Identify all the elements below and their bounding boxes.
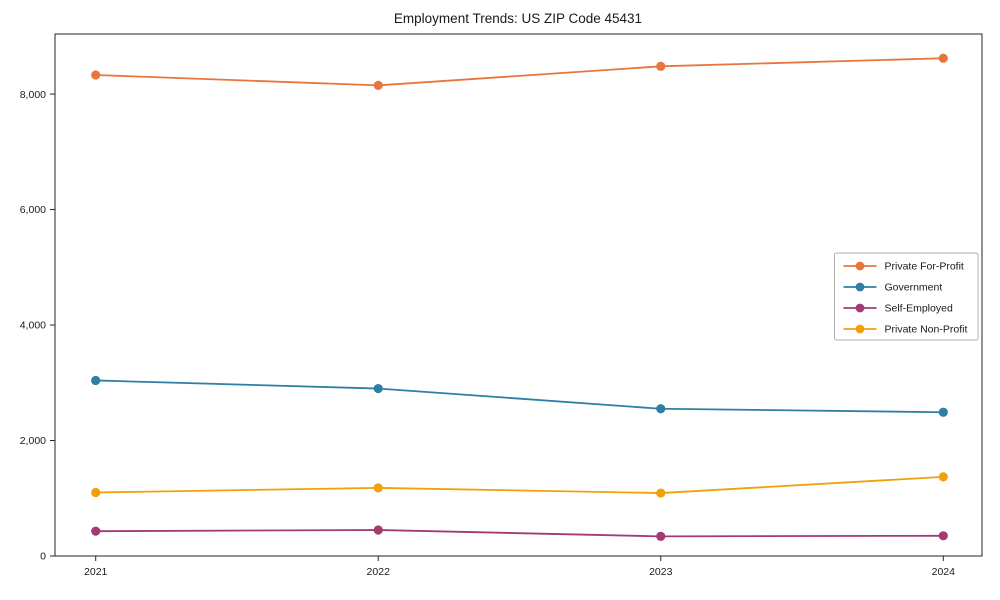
series-line-government: [95, 379, 944, 414]
data-point-private-non-profit: [938, 472, 948, 482]
data-point-self-employed: [938, 531, 948, 541]
data-point-private-for-profit: [656, 61, 666, 71]
series-line-self-employed: [95, 529, 944, 538]
chart-title: Employment Trends: US ZIP Code 45431: [394, 11, 642, 26]
data-point-private-for-profit: [91, 70, 101, 80]
y-tick-label: 6,000: [20, 204, 46, 216]
data-point-private-non-profit: [373, 483, 383, 493]
data-point-government: [938, 407, 948, 417]
series-line-private-for-profit: [95, 57, 944, 87]
legend-label-private-non-profit: Private Non-Profit: [885, 324, 968, 336]
y-tick-label: 2,000: [20, 435, 46, 447]
data-point-private-non-profit: [91, 487, 101, 498]
legend: Private For-Profit Government Self-Employe…: [834, 252, 979, 341]
legend-box: [834, 252, 979, 341]
legend-swatch-marker-private-non-profit: [855, 324, 865, 334]
series-line-private-non-profit: [95, 475, 944, 494]
x-tick-label: 2021: [84, 566, 108, 578]
data-point-private-non-profit: [656, 488, 666, 498]
data-point-self-employed: [91, 526, 101, 536]
legend-label-self-employed: Self-Employed: [885, 303, 953, 315]
legend-label-government: Government: [885, 282, 943, 294]
x-tick-label: 2022: [367, 566, 391, 578]
data-point-self-employed: [656, 531, 666, 541]
data-point-government: [656, 404, 666, 414]
data-point-government: [91, 375, 101, 386]
y-tick-label: 0: [40, 551, 46, 563]
axes: 0 2,000 4,000 6,000 8,000 2021 2022 2023 2024: [20, 33, 983, 578]
x-tick-label: 2023: [649, 566, 673, 578]
y-tick-label: 8,000: [20, 89, 46, 101]
legend-swatch-marker-government: [855, 282, 865, 292]
y-tick-label: 4,000: [20, 320, 46, 332]
data-point-self-employed: [373, 525, 383, 535]
legend-swatch-marker-private-for-profit: [855, 261, 865, 271]
legend-label-private-for-profit: Private For-Profit: [885, 261, 964, 273]
data-point-private-for-profit: [938, 53, 948, 63]
x-tick-label: 2024: [932, 566, 956, 578]
data-point-private-for-profit: [373, 80, 383, 90]
data-point-government: [373, 383, 383, 394]
plot-border: [54, 33, 983, 557]
series-lines: [91, 53, 948, 541]
legend-swatch-marker-self-employed: [855, 303, 865, 313]
